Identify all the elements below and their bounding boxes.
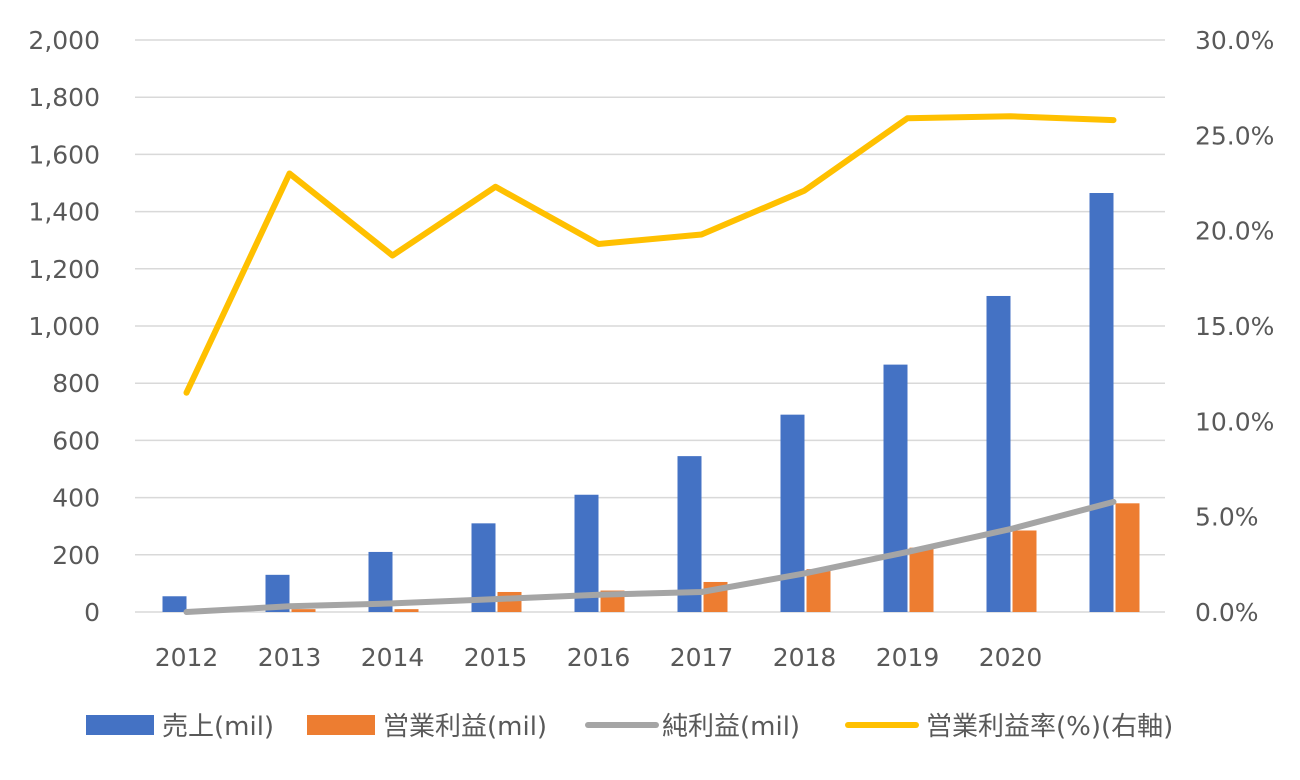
right-tick-label: 20.0% <box>1195 217 1274 246</box>
legend: 売上(mil) 営業利益(mil) 純利益(mil) 営業利益率(%)(右軸) <box>86 712 1173 742</box>
x-tick-label: 2015 <box>464 643 528 672</box>
x-tick-label: 2017 <box>670 643 734 672</box>
legend-label: 営業利益率(%)(右軸) <box>926 712 1173 742</box>
left-tick-label: 800 <box>52 369 100 398</box>
x-axis: 2012 2013 2014 2015 2016 2017 2018 2019 2020 <box>155 643 1043 672</box>
left-tick-label: 0 <box>84 598 100 627</box>
bar-operating-profit <box>1115 503 1140 612</box>
bar-sales <box>986 295 1011 612</box>
bar-operating-profit <box>806 569 831 612</box>
bar-sales <box>883 364 908 612</box>
left-tick-label: 400 <box>52 484 100 513</box>
x-tick-label: 2013 <box>258 643 322 672</box>
right-tick-label: 25.0% <box>1195 121 1274 150</box>
right-axis: 0.0% 5.0% 10.0% 15.0% 20.0% 25.0% 30.0% <box>1195 26 1274 627</box>
bar-operating-profit <box>497 591 522 612</box>
bars <box>162 193 1140 612</box>
bar-sales <box>1089 193 1114 612</box>
right-tick-label: 10.0% <box>1195 407 1274 436</box>
left-tick-label: 200 <box>52 541 100 570</box>
bar-operating-profit <box>291 609 316 612</box>
left-tick-label: 1,400 <box>28 198 100 227</box>
gridlines <box>135 39 1165 613</box>
x-tick-label: 2012 <box>155 643 219 672</box>
right-tick-label: 30.0% <box>1195 26 1274 55</box>
bar-sales <box>780 414 805 612</box>
left-tick-label: 1,000 <box>28 312 100 341</box>
bar-operating-profit <box>909 547 934 612</box>
legend-label: 純利益(mil) <box>662 712 800 742</box>
x-tick-label: 2019 <box>876 643 940 672</box>
x-tick-label: 2020 <box>979 643 1043 672</box>
bar-sales <box>677 456 702 612</box>
bar-operating-profit <box>394 609 419 612</box>
legend-swatch <box>307 715 375 735</box>
x-tick-label: 2018 <box>773 643 837 672</box>
legend-swatch <box>86 715 154 735</box>
x-tick-label: 2016 <box>567 643 631 672</box>
left-tick-label: 600 <box>52 426 100 455</box>
right-tick-label: 5.0% <box>1195 503 1259 532</box>
right-tick-label: 15.0% <box>1195 312 1274 341</box>
bar-operating-profit <box>1012 530 1037 612</box>
left-tick-label: 1,200 <box>28 255 100 284</box>
line-operating-margin <box>183 113 1117 396</box>
x-tick-label: 2014 <box>361 643 425 672</box>
line-net-profit <box>183 498 1117 615</box>
left-tick-label: 2,000 <box>28 26 100 55</box>
legend-label: 営業利益(mil) <box>383 712 547 742</box>
right-tick-label: 0.0% <box>1195 598 1259 627</box>
bar-sales <box>162 596 187 612</box>
left-tick-label: 1,600 <box>28 140 100 169</box>
left-axis: 0 200 400 600 800 1,000 1,200 1,400 1,600 1,800 2,… <box>28 26 100 627</box>
left-tick-label: 1,800 <box>28 83 100 112</box>
lines <box>183 113 1117 615</box>
legend-label: 売上(mil) <box>162 712 274 742</box>
